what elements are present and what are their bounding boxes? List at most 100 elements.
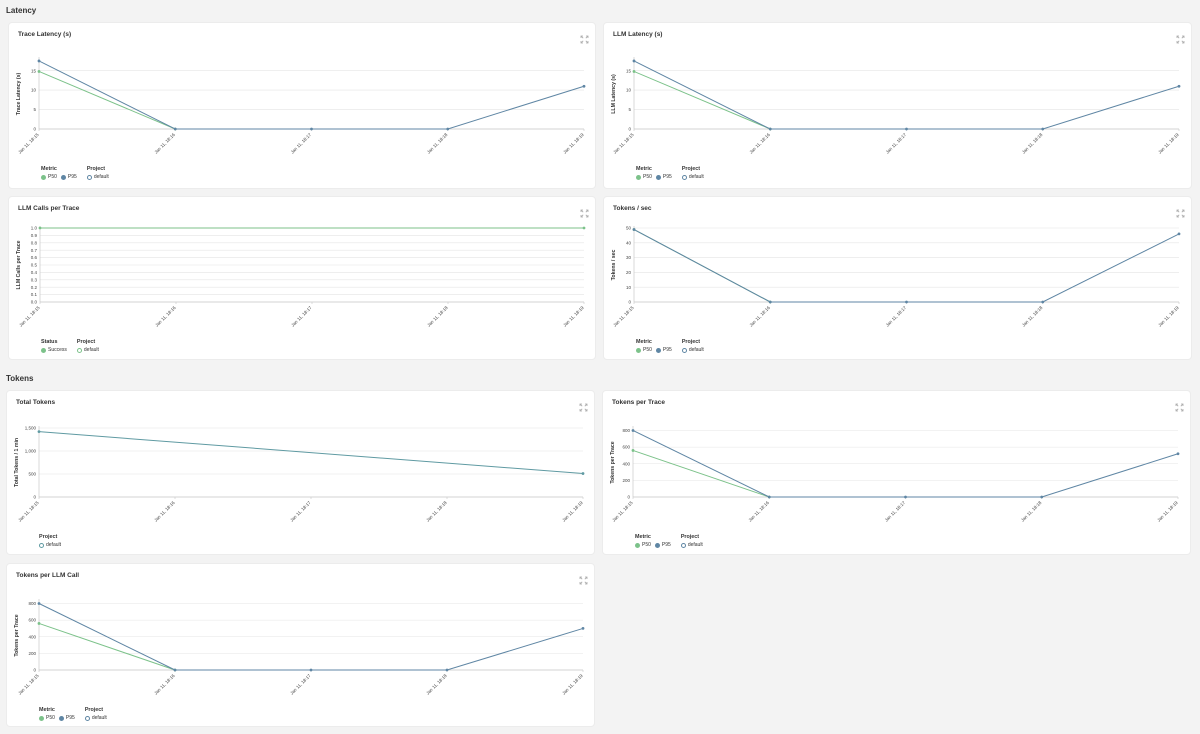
expand-icon[interactable] (1175, 399, 1184, 412)
chart-svg: 0 5 10 15 Jan 11, 18:15 Jan 11, 18:16 Jan 11, … (16, 57, 586, 155)
y-tick-label: 5 (33, 107, 36, 112)
expand-icon[interactable] (1176, 205, 1185, 218)
legend-item[interactable]: default (76, 347, 99, 353)
data-point-p95[interactable] (173, 668, 177, 672)
legend-item[interactable]: default (86, 174, 109, 180)
chart-card-0: Trace Latency (s) 0 5 10 15 Jan 11, 18:15 Jan … (8, 22, 596, 189)
legend-item[interactable]: P50 (39, 715, 55, 721)
data-point-p95[interactable] (631, 429, 635, 432)
legend-heading: Project (680, 534, 700, 540)
legend-heading: Metric (41, 166, 57, 172)
y-tick-label: 15 (626, 68, 632, 73)
data-point-success[interactable] (38, 226, 42, 230)
x-tick-label: Jan 11, 18:15 (17, 132, 40, 155)
data-point-p95[interactable] (445, 668, 449, 672)
y-tick-label: 0.5 (31, 263, 38, 268)
expand-icon[interactable] (580, 205, 589, 218)
data-point-p95[interactable] (768, 300, 772, 304)
series-line-p50 (38, 70, 176, 130)
y-axis-label: Tokens per Trace (14, 614, 20, 656)
data-point-p95[interactable] (1176, 452, 1180, 456)
data-point-p50[interactable] (632, 70, 636, 73)
expand-icon[interactable] (580, 31, 589, 44)
x-tick-label: Jan 11, 18:17 (290, 305, 313, 328)
legend-item[interactable]: P95 (58, 715, 75, 721)
data-point-default[interactable] (37, 430, 41, 434)
legend-heading: Project (84, 707, 104, 713)
legend-label: P50 (46, 715, 55, 721)
data-point-p95[interactable] (37, 602, 41, 605)
legend-group: Metric P50 P95 (39, 707, 75, 721)
y-tick-label: 0.7 (31, 248, 38, 253)
legend-item[interactable]: P95 (655, 347, 672, 353)
data-point-p95[interactable] (310, 127, 313, 131)
legend-item[interactable]: P50 (635, 542, 651, 548)
data-point-p95[interactable] (632, 228, 636, 231)
expand-icon[interactable] (579, 572, 588, 585)
data-point-p95[interactable] (582, 84, 586, 88)
legend-item[interactable]: P50 (41, 174, 57, 180)
chart-legend: Metric P50 P95 Project default (636, 166, 704, 180)
data-point-p95[interactable] (309, 668, 313, 672)
expand-icon[interactable] (579, 399, 588, 412)
legend-item[interactable]: P95 (655, 174, 672, 180)
legend-label: default (83, 347, 99, 353)
data-point-default[interactable] (581, 472, 585, 475)
series-line-p50 (632, 449, 770, 498)
card-title: Tokens per Trace (612, 399, 665, 406)
data-point-p95[interactable] (37, 59, 41, 63)
data-point-p95[interactable] (1041, 127, 1045, 131)
data-point-success[interactable] (582, 226, 586, 230)
legend-swatch-icon (41, 174, 46, 180)
legend-item[interactable]: default (681, 174, 704, 180)
data-point-p95[interactable] (905, 300, 908, 304)
y-tick-label: 10 (626, 285, 632, 290)
data-point-p95[interactable] (581, 627, 585, 630)
x-tick-label: Jan 11, 18:18 (425, 673, 448, 696)
x-tick-label: Jan 11, 18:17 (290, 132, 313, 155)
legend-item[interactable]: default (680, 542, 703, 548)
chart-card-4: Total Tokens 0 500 1,000 1,500 Jan 11, 18:15 J… (6, 390, 595, 555)
data-point-p50[interactable] (37, 70, 41, 73)
legend-label: P50 (643, 174, 652, 180)
y-axis-label: Tokens / sec (611, 250, 617, 281)
legend-item[interactable]: P50 (636, 347, 652, 353)
y-tick-label: 40 (626, 240, 632, 245)
legend-heading: Metric (635, 534, 651, 540)
y-axis-label: LLM Latency (s) (611, 74, 617, 114)
data-point-p95[interactable] (905, 127, 908, 131)
expand-icon[interactable] (1176, 31, 1185, 44)
data-point-p95[interactable] (1177, 232, 1181, 236)
data-point-p95[interactable] (632, 59, 636, 63)
chart-card-5: Tokens per Trace 0 200 400 600 800 Jan 11, 18:… (602, 390, 1191, 555)
y-tick-label: 200 (28, 651, 36, 656)
data-point-p95[interactable] (1177, 84, 1181, 88)
data-point-p95[interactable] (767, 495, 771, 499)
data-point-p95[interactable] (1040, 495, 1044, 499)
legend-group: Metric P50 P95 (636, 339, 672, 353)
x-tick-label: Jan 11, 18:17 (884, 500, 907, 523)
data-point-p50[interactable] (631, 449, 635, 452)
data-point-p95[interactable] (768, 127, 772, 131)
data-point-p95[interactable] (1041, 300, 1045, 304)
legend-heading: Project (681, 166, 701, 172)
legend-item[interactable]: Success (41, 347, 67, 353)
x-tick-label: Jan 11, 18:16 (747, 500, 770, 523)
data-point-p95[interactable] (173, 127, 177, 131)
legend-group: Project default (86, 166, 109, 180)
legend-item[interactable]: default (84, 715, 107, 721)
legend-label: Success (48, 347, 67, 353)
data-point-p50[interactable] (37, 622, 41, 625)
x-tick-label: Jan 11, 18:18 (1021, 305, 1044, 328)
y-tick-label: 400 (28, 634, 36, 639)
legend-item[interactable]: P95 (60, 174, 77, 180)
y-tick-label: 0.4 (31, 270, 38, 275)
legend-item[interactable]: default (681, 347, 704, 353)
data-point-p95[interactable] (904, 495, 907, 499)
legend-item[interactable]: P50 (636, 174, 652, 180)
legend-heading: Project (681, 339, 701, 345)
card-title: Trace Latency (s) (18, 31, 72, 38)
legend-item[interactable]: P95 (654, 542, 671, 548)
legend-item[interactable]: default (39, 542, 61, 548)
data-point-p95[interactable] (446, 127, 450, 131)
